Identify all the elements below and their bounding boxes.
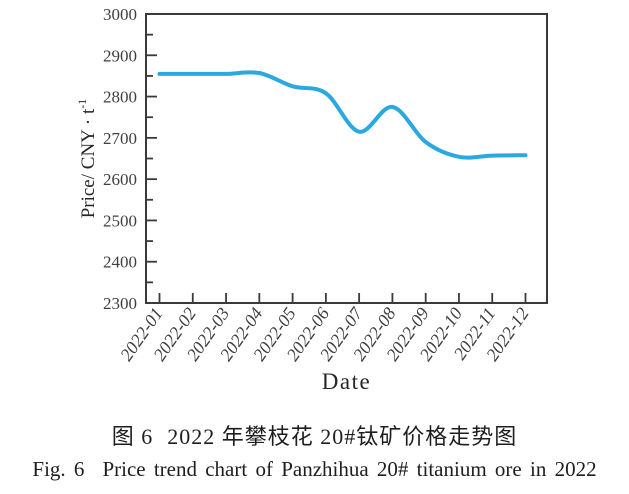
y-tick-label: 2400 bbox=[103, 253, 137, 272]
price-trend-chart: 230024002500260027002800290030002022-012… bbox=[75, 5, 548, 394]
y-tick-label: 2500 bbox=[103, 211, 137, 230]
x-axis-label: Date bbox=[322, 369, 371, 394]
axis-frame bbox=[145, 13, 548, 304]
y-tick-label: 3000 bbox=[103, 5, 137, 24]
y-tick-label: 2800 bbox=[103, 88, 137, 107]
figure-caption-zh: 图 6 2022 年攀枝花 20#钛矿价格走势图 bbox=[0, 419, 629, 451]
price-line-series bbox=[157, 70, 528, 160]
figure-number-en: Fig. 6 bbox=[32, 457, 85, 481]
y-tick-label: 2700 bbox=[103, 129, 137, 148]
y-tick-label: 2600 bbox=[103, 170, 137, 189]
figure-title-zh: 2022 年攀枝花 20#钛矿价格走势图 bbox=[167, 424, 518, 449]
y-axis-label: Price/ CNY · t-1 bbox=[75, 99, 99, 219]
figure-caption-en: Fig. 6 Price trend chart of Panzhihua 20#… bbox=[0, 457, 629, 482]
figure-number-zh: 图 6 bbox=[111, 424, 154, 449]
figure-title-en: Price trend chart of Panzhihua 20# titan… bbox=[102, 457, 597, 481]
y-tick-label: 2900 bbox=[103, 46, 137, 65]
y-tick-label: 2300 bbox=[103, 294, 137, 313]
